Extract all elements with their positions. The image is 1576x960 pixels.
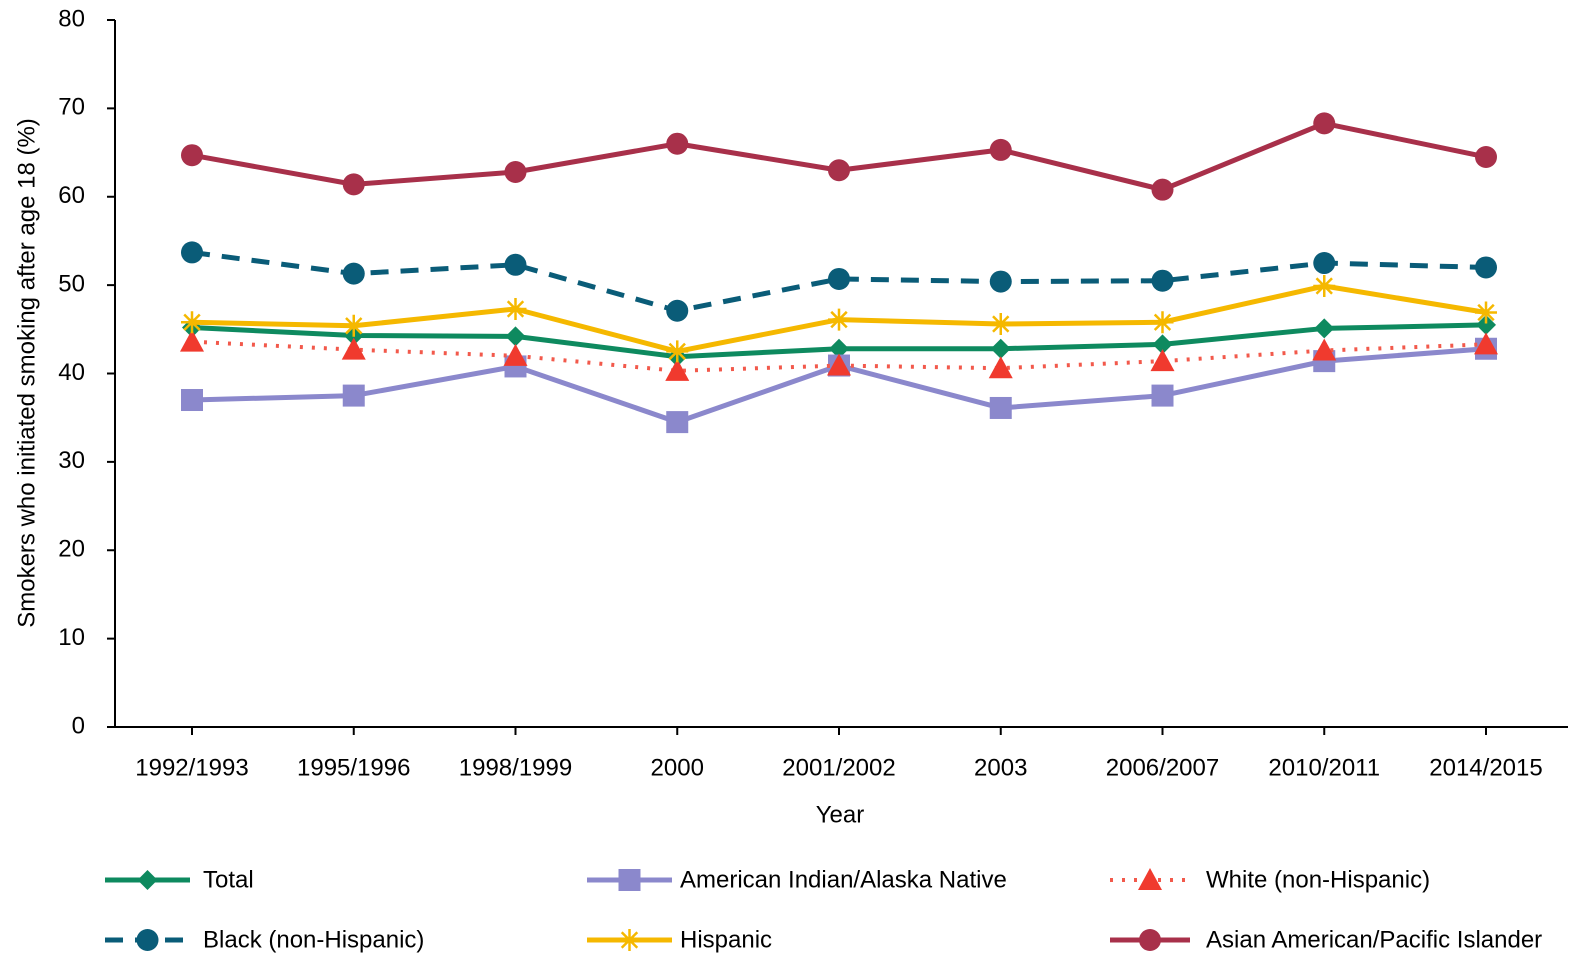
x-tick-label: 1992/1993	[135, 754, 248, 781]
data-point	[829, 338, 849, 359]
data-point	[1151, 178, 1174, 201]
data-point	[504, 253, 527, 276]
legend-marker	[618, 929, 641, 951]
data-point	[989, 396, 1012, 419]
legend-label: Asian American/Pacific Islander	[1206, 926, 1542, 953]
series-line	[191, 249, 1487, 314]
data-point	[828, 267, 850, 290]
data-point	[1313, 112, 1336, 135]
x-axis-label: Year	[816, 801, 865, 828]
data-point	[988, 356, 1013, 379]
data-point	[828, 308, 850, 331]
x-tick-label: 2000	[651, 754, 704, 781]
legend-label: Black (non-Hispanic)	[203, 926, 424, 953]
data-point	[505, 326, 526, 347]
data-point	[181, 241, 203, 264]
x-tick-label: 2001/2002	[782, 754, 895, 781]
data-point	[1312, 338, 1337, 361]
data-point	[503, 343, 528, 366]
x-tick-label: 2010/2011	[1268, 754, 1380, 781]
legend-label: American Indian/Alaska Native	[680, 866, 1007, 893]
legend-marker	[1138, 868, 1162, 890]
data-point	[666, 299, 689, 322]
y-tick-label: 0	[72, 712, 85, 739]
data-point	[1475, 301, 1497, 324]
data-point	[1151, 384, 1174, 407]
y-tick-label: 40	[58, 359, 85, 386]
x-tick-label: 2014/2015	[1429, 754, 1542, 781]
data-point	[1151, 269, 1174, 292]
data-point	[666, 132, 689, 155]
data-point	[989, 138, 1012, 161]
data-point	[180, 329, 204, 352]
data-point	[666, 340, 689, 363]
data-point	[1474, 332, 1498, 355]
y-tick-label: 80	[58, 5, 85, 32]
x-tick-label: 1998/1999	[459, 754, 572, 781]
data-point	[827, 353, 851, 376]
y-tick-label: 70	[58, 94, 85, 121]
data-point	[1313, 252, 1336, 275]
data-point	[342, 262, 365, 285]
x-tick-label: 2006/2007	[1106, 754, 1219, 781]
y-tick-label: 30	[58, 447, 85, 474]
data-point	[1475, 256, 1497, 279]
y-tick-label: 60	[58, 182, 85, 209]
data-point	[341, 337, 366, 360]
data-point	[342, 173, 365, 196]
y-tick-label: 50	[58, 270, 85, 297]
data-point	[665, 358, 690, 381]
legend-marker	[618, 869, 641, 891]
data-point	[828, 159, 850, 182]
data-point	[1314, 318, 1335, 339]
data-point	[504, 161, 527, 184]
legend-marker	[136, 929, 159, 951]
data-point	[181, 389, 203, 412]
legend-marker	[137, 870, 158, 890]
data-point	[504, 297, 527, 320]
data-point	[666, 411, 689, 434]
data-point	[989, 313, 1012, 336]
data-point	[990, 338, 1011, 359]
x-tick-label: 1995/1996	[297, 754, 410, 781]
data-point	[1476, 314, 1496, 335]
y-tick-label: 20	[58, 536, 85, 563]
data-point	[1152, 334, 1173, 355]
data-point	[181, 144, 203, 167]
data-point	[1313, 275, 1336, 298]
data-point	[342, 384, 365, 407]
data-point	[181, 311, 203, 334]
y-axis-label: Smokers who initiated smoking after age …	[13, 118, 40, 628]
legend-label: Total	[203, 866, 254, 893]
y-tick-label: 10	[58, 624, 85, 651]
legend-marker	[1139, 929, 1161, 951]
x-tick-label: 2003	[974, 754, 1027, 781]
legend-label: Hispanic	[680, 926, 772, 953]
data-point	[342, 314, 365, 337]
data-point	[1151, 311, 1174, 334]
legend-label: White (non-Hispanic)	[1206, 866, 1430, 893]
data-point	[1475, 145, 1497, 168]
data-point	[1150, 349, 1175, 372]
data-point	[989, 270, 1012, 293]
